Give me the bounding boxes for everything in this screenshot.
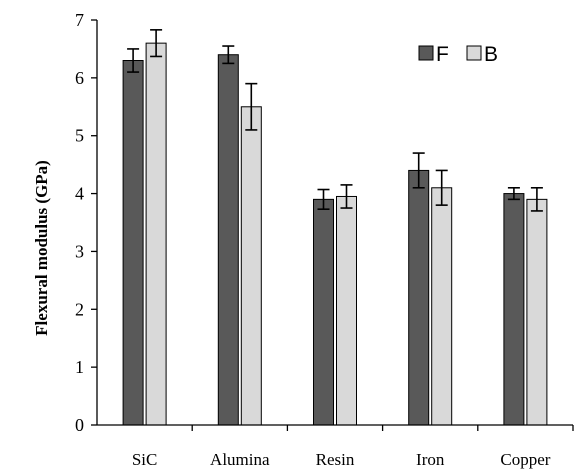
error-bar-F-alumina bbox=[222, 45, 235, 65]
y-tick-label: 7 bbox=[75, 10, 84, 30]
error-bar-B-iron bbox=[435, 169, 448, 206]
bar-B-iron bbox=[431, 187, 453, 426]
bar-B-copper bbox=[526, 198, 548, 426]
x-axis-labels: SiC Alumina Resin Iron Copper bbox=[132, 450, 551, 469]
y-tick-label: 5 bbox=[75, 126, 84, 146]
y-tick-label: 3 bbox=[75, 241, 84, 261]
x-tick-label-resin: Resin bbox=[316, 450, 355, 469]
bars bbox=[122, 29, 548, 426]
y-tick-label: 1 bbox=[75, 357, 84, 377]
bar-F-copper bbox=[503, 193, 525, 426]
error-bar-F-copper bbox=[507, 186, 520, 201]
x-axis bbox=[97, 424, 574, 431]
bar-F-sic bbox=[122, 60, 144, 426]
y-tick-label: 6 bbox=[75, 68, 84, 88]
legend-label-B: B bbox=[484, 43, 498, 66]
x-tick-label-copper: Copper bbox=[500, 450, 550, 469]
bar-B-sic bbox=[145, 42, 167, 426]
legend-label-F: F bbox=[436, 43, 449, 66]
y-axis-ticks: 0 1 2 3 4 5 6 7 bbox=[75, 10, 97, 435]
legend-swatch-B bbox=[466, 45, 482, 61]
error-bar-B-copper bbox=[530, 186, 543, 212]
error-bar-F-iron bbox=[412, 152, 425, 189]
bar-F-resin bbox=[313, 198, 334, 426]
bar-B-alumina bbox=[240, 106, 262, 426]
x-tick-label-iron: Iron bbox=[416, 450, 445, 469]
y-tick-label: 4 bbox=[75, 184, 84, 204]
bar-F-iron bbox=[408, 169, 430, 426]
error-bar-F-resin bbox=[317, 188, 330, 210]
error-bar-F-sic bbox=[127, 48, 140, 73]
y-tick-label: 0 bbox=[75, 415, 84, 435]
x-tick-label-alumina: Alumina bbox=[210, 450, 270, 469]
y-axis-title: Flexural modulus (GPa) bbox=[32, 160, 51, 336]
y-tick-label: 2 bbox=[75, 299, 84, 319]
x-tick-label-sic: SiC bbox=[132, 450, 158, 469]
error-bar-B-sic bbox=[150, 29, 163, 58]
error-bar-B-alumina bbox=[245, 82, 258, 131]
bar-B-resin bbox=[336, 195, 357, 426]
legend-swatch-F bbox=[418, 45, 434, 61]
bar-F-alumina bbox=[217, 54, 239, 426]
error-bar-B-resin bbox=[340, 184, 353, 209]
